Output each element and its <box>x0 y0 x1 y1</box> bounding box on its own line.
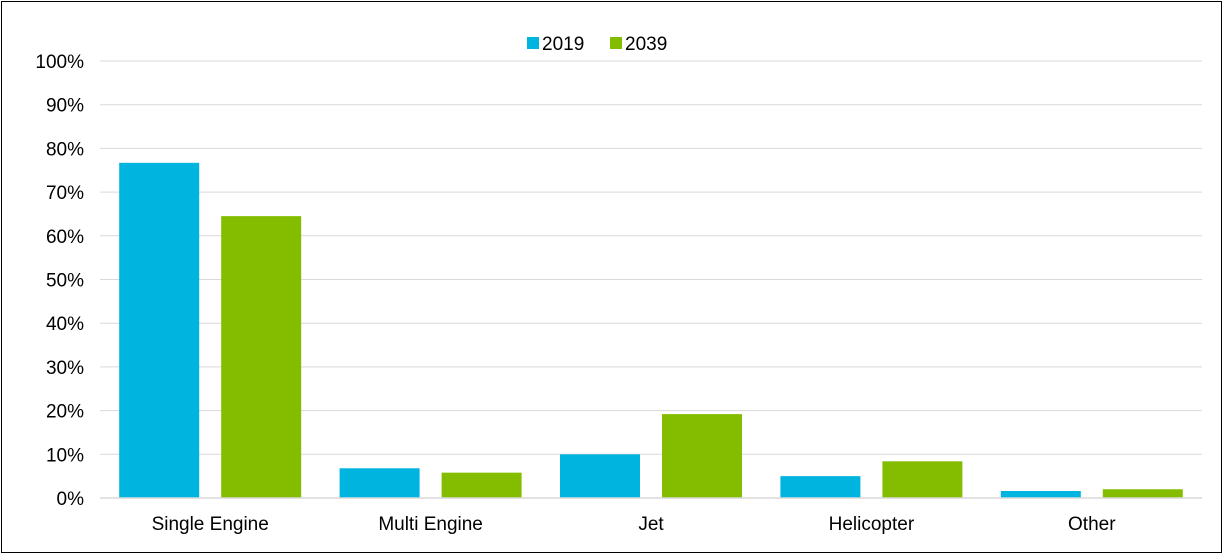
bar-2039-jet <box>662 414 742 498</box>
y-tick-label: 10% <box>46 445 84 466</box>
bar-2019-jet <box>560 454 640 498</box>
y-tick-label: 0% <box>57 489 85 510</box>
x-tick-label: Helicopter <box>829 514 915 535</box>
y-tick-label: 100% <box>35 52 84 73</box>
y-tick-label: 90% <box>46 96 84 117</box>
bars <box>119 162 1183 499</box>
y-axis: 0% 10% 20% 30% 40% 50% 60% 70% 80% 90% 100% <box>35 52 84 510</box>
legend-swatch-2019 <box>527 37 539 49</box>
x-tick-label: Other <box>1068 514 1116 535</box>
y-tick-label: 70% <box>46 183 84 204</box>
legend-label-2039: 2039 <box>625 34 667 55</box>
y-tick-label: 30% <box>46 358 84 379</box>
legend-label-2019: 2019 <box>542 34 584 55</box>
x-tick-label: Multi Engine <box>378 514 483 535</box>
y-tick-label: 80% <box>46 139 84 160</box>
x-tick-label: Jet <box>638 514 664 535</box>
bar-2039-other <box>1102 489 1183 498</box>
bar-2039-helicopter <box>882 461 963 498</box>
bar-2019-single-engine <box>119 162 200 499</box>
bar-2039-single-engine <box>221 216 302 498</box>
y-tick-label: 20% <box>46 402 84 423</box>
y-tick-label: 60% <box>46 227 84 248</box>
bar-2019-helicopter <box>780 476 861 498</box>
x-tick-label: Single Engine <box>152 514 269 535</box>
bar-2019-other <box>1000 491 1081 498</box>
legend: 2019 2039 <box>527 34 667 55</box>
bar-2019-multi-engine <box>339 468 420 498</box>
legend-swatch-2039 <box>610 37 622 49</box>
bar-2039-multi-engine <box>441 472 522 498</box>
y-tick-label: 40% <box>46 314 84 335</box>
y-tick-label: 50% <box>46 271 84 292</box>
x-axis: Single Engine Multi Engine Jet Helicopter Ot… <box>100 497 1202 535</box>
